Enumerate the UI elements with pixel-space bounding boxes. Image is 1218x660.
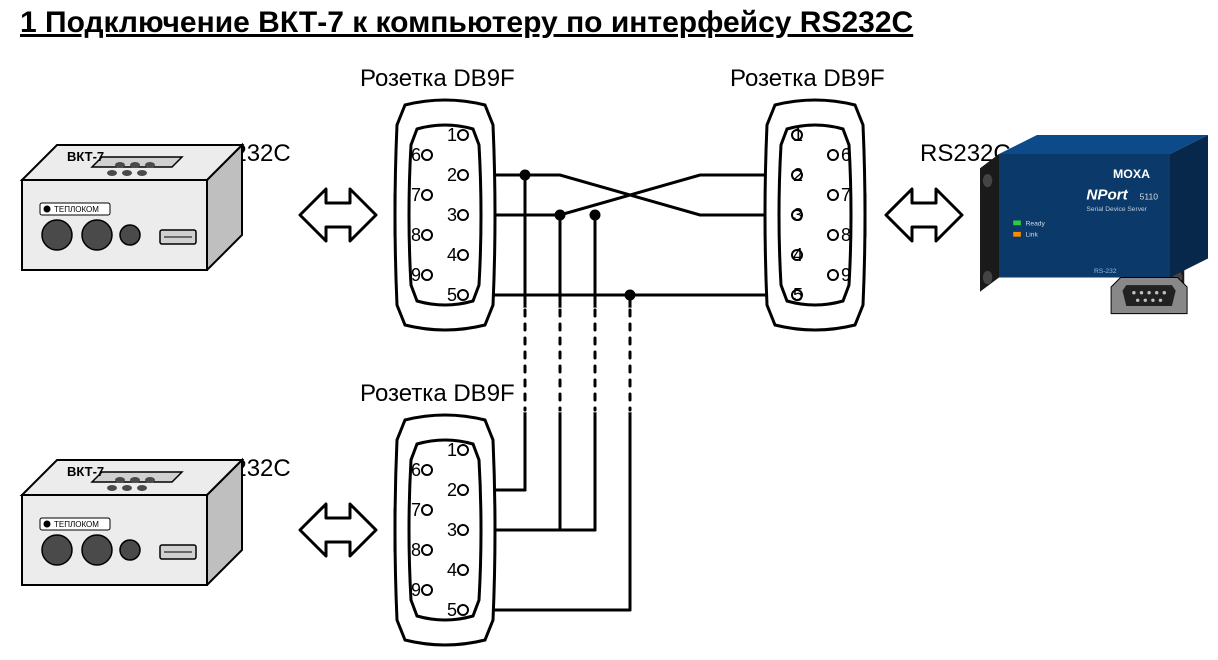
svg-text:6: 6 (411, 145, 421, 165)
svg-text:9: 9 (411, 580, 421, 600)
svg-text:4: 4 (447, 560, 457, 580)
svg-text:3: 3 (447, 520, 457, 540)
svg-text:7: 7 (411, 500, 421, 520)
svg-text:5: 5 (447, 600, 457, 620)
svg-text:2: 2 (447, 480, 457, 500)
svg-text:5: 5 (447, 285, 457, 305)
device-nport (980, 135, 1208, 314)
arrow-right (886, 189, 962, 241)
svg-text:7: 7 (841, 185, 851, 205)
svg-text:7: 7 (411, 185, 421, 205)
connector-right-top: 1 2 3 4 5 6 7 8 9 (765, 100, 865, 330)
svg-text:3: 3 (447, 205, 457, 225)
svg-text:1: 1 (447, 440, 457, 460)
svg-text:8: 8 (411, 225, 421, 245)
svg-text:9: 9 (841, 265, 851, 285)
connector-left-top: 1 2 3 4 5 6 7 8 9 (395, 100, 495, 330)
svg-text:4: 4 (793, 245, 803, 265)
arrow-left-top (300, 189, 376, 241)
svg-text:6: 6 (841, 145, 851, 165)
svg-text:8: 8 (841, 225, 851, 245)
svg-text:5: 5 (793, 285, 803, 305)
connector-left-mid: 1 2 3 4 5 6 7 8 9 (395, 415, 495, 645)
svg-text:8: 8 (411, 540, 421, 560)
device-vkt7-top (22, 145, 242, 270)
svg-text:2: 2 (793, 165, 803, 185)
svg-text:1: 1 (793, 125, 803, 145)
svg-text:1: 1 (447, 125, 457, 145)
arrow-left-bottom (300, 504, 376, 556)
svg-text:2: 2 (447, 165, 457, 185)
device-vkt7-bottom (22, 460, 242, 585)
svg-text:4: 4 (447, 245, 457, 265)
svg-text:6: 6 (411, 460, 421, 480)
svg-text:9: 9 (411, 265, 421, 285)
svg-text:3: 3 (793, 205, 803, 225)
